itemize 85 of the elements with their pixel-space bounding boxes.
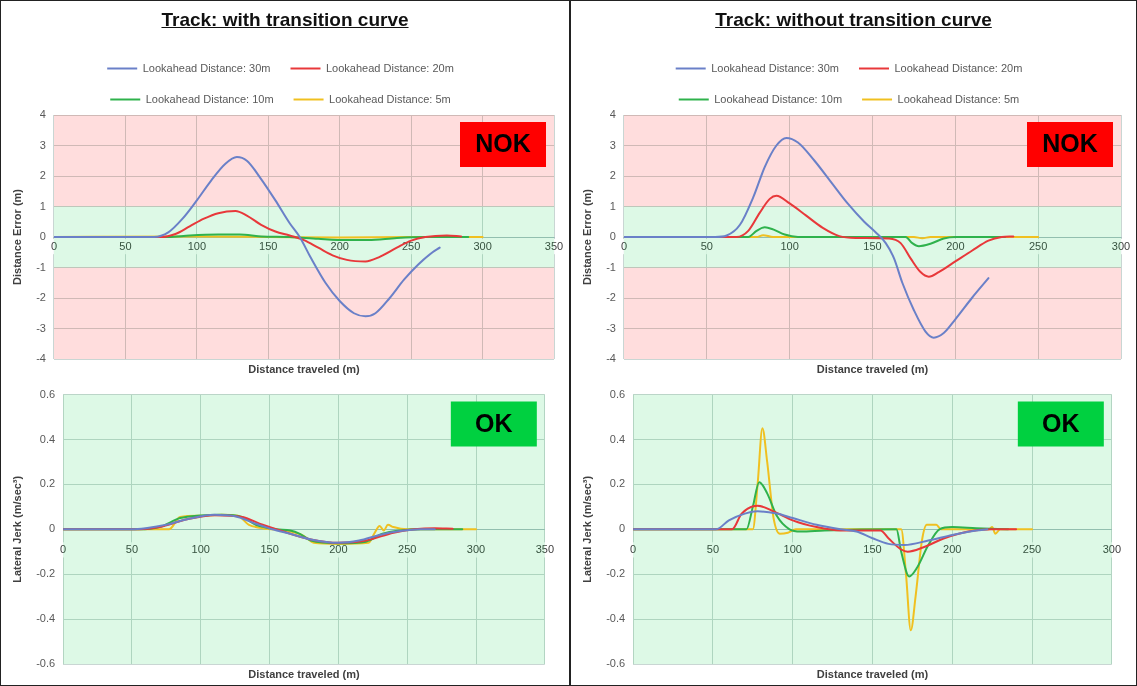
y-tick-label: 0: [619, 522, 626, 535]
x-tick-label: 150: [260, 542, 279, 555]
y-tick-label: -0.4: [36, 612, 56, 625]
y-axis-title: Lateral Jerk (m/sec³): [580, 475, 593, 583]
x-axis-title: Distance traveled (m): [248, 667, 360, 680]
y-axis-title: Distance Error (m): [10, 188, 23, 285]
annotation: OK: [475, 408, 513, 437]
y-tick-label: 4: [609, 108, 616, 121]
y-tick-label: 1: [609, 199, 616, 212]
y-tick-label: 0: [49, 522, 56, 535]
annotation: OK: [1042, 408, 1080, 437]
y-tick-label: 2: [39, 169, 46, 182]
x-tick-label: 50: [706, 542, 720, 555]
x-tick-label: 50: [119, 239, 132, 252]
x-tick-label: 250: [401, 239, 421, 252]
x-tick-label: 200: [330, 239, 349, 252]
x-tick-label: 50: [125, 542, 139, 555]
x-tick-label: 200: [943, 542, 962, 555]
line-series: [623, 136, 990, 339]
x-tick-label: 100: [191, 542, 210, 555]
y-tick-label: 0.4: [609, 432, 626, 445]
y-tick-label: -2: [606, 291, 616, 304]
x-axis-title: Distance traveled (m): [816, 667, 929, 680]
chart-title: Track: without transition curve: [714, 8, 993, 32]
chart-title: Track: with transition curve: [160, 8, 410, 32]
x-tick-label: 100: [780, 239, 799, 252]
x-tick-label: 0: [60, 542, 67, 555]
x-tick-label: 300: [1102, 542, 1121, 555]
y-tick-label: -0.2: [36, 567, 56, 580]
x-tick-label: 100: [783, 542, 802, 555]
x-tick-label: 200: [329, 542, 348, 555]
x-tick-label: 150: [259, 239, 278, 252]
y-axis-title: Lateral Jerk (m/sec³): [10, 475, 23, 583]
x-tick-label: 150: [863, 239, 882, 252]
y-tick-label: -3: [606, 321, 616, 334]
annotation: NOK: [475, 129, 531, 158]
legend-label: Lookahead Distance: 30m: [142, 61, 271, 74]
y-tick-label: 0.2: [39, 477, 56, 490]
x-tick-label: 300: [473, 239, 492, 252]
y-tick-label: 0: [609, 230, 616, 243]
x-tick-label: 50: [700, 239, 713, 252]
y-tick-label: 0.4: [39, 432, 56, 445]
y-tick-label: 0.6: [39, 387, 56, 400]
x-tick-label: 250: [398, 542, 417, 555]
annotation: NOK: [1042, 129, 1098, 158]
legend-label: Lookahead Distance: 5m: [329, 92, 451, 105]
x-tick-label: 350: [544, 239, 564, 252]
legend-label: Lookahead Distance: 5m: [897, 92, 1020, 105]
x-tick-label: 300: [466, 542, 486, 555]
y-tick-label: -2: [36, 291, 46, 304]
y-tick-label: -0.2: [606, 567, 626, 580]
y-tick-label: -4: [606, 352, 616, 365]
x-axis-title: Distance traveled (m): [248, 362, 360, 375]
x-tick-label: 300: [1111, 239, 1131, 252]
y-tick-label: -1: [36, 260, 46, 273]
y-tick-label: 3: [609, 138, 616, 151]
x-tick-label: 150: [863, 542, 882, 555]
legend-label: Lookahead Distance: 10m: [145, 92, 274, 105]
x-tick-label: 100: [187, 239, 207, 252]
y-tick-label: 0: [39, 230, 46, 243]
y-tick-label: -0.6: [36, 657, 56, 670]
y-tick-label: 1: [39, 199, 46, 212]
legend-label: Lookahead Distance: 10m: [714, 92, 843, 105]
x-tick-label: 250: [1022, 542, 1042, 555]
legend-label: Lookahead Distance: 20m: [326, 61, 454, 74]
x-tick-label: 200: [946, 239, 965, 252]
y-tick-label: -1: [606, 260, 616, 273]
y-tick-label: -0.4: [606, 612, 626, 625]
y-tick-label: -0.6: [606, 657, 626, 670]
y-tick-label: -4: [36, 352, 46, 365]
y-tick-label: 2: [609, 169, 616, 182]
legend-label: Lookahead Distance: 30m: [711, 61, 840, 74]
y-tick-label: -3: [36, 321, 46, 334]
x-tick-label: 350: [535, 542, 554, 555]
x-tick-label: 250: [1028, 239, 1048, 252]
y-tick-label: 0.2: [609, 477, 626, 490]
line-series: [53, 156, 441, 318]
y-tick-label: 3: [39, 138, 46, 151]
y-axis-title: Distance Error (m): [580, 188, 593, 285]
legend-label: Lookahead Distance: 20m: [894, 61, 1023, 74]
line-series: [633, 510, 989, 547]
y-tick-label: 0.6: [609, 387, 626, 400]
x-axis-title: Distance traveled (m): [816, 362, 929, 375]
x-tick-label: 0: [630, 542, 637, 555]
y-tick-label: 4: [39, 108, 46, 121]
